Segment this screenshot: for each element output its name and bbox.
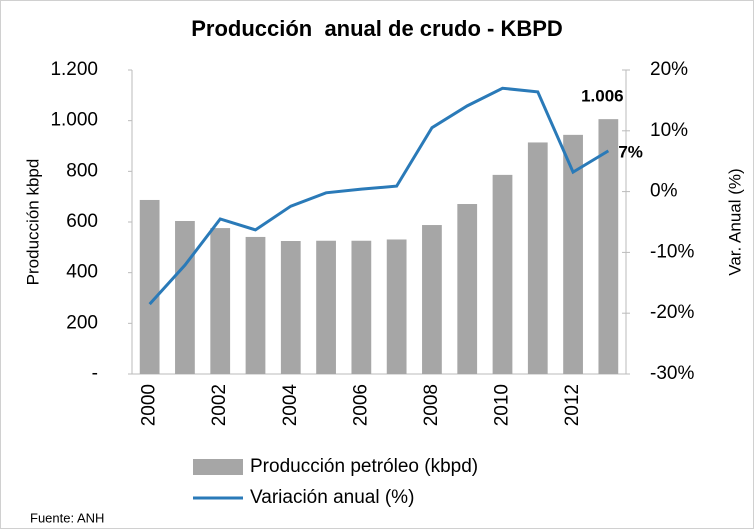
legend-swatch: [193, 459, 243, 475]
y-tick-label: 1.200: [50, 59, 98, 80]
x-tick-label: 2002: [209, 384, 230, 426]
chart-title: Producción anual de crudo - KBPD: [191, 16, 563, 41]
bar: [527, 142, 548, 374]
y-tick-label: 1.000: [50, 110, 98, 131]
y-tick-label: 600: [66, 211, 98, 232]
bar: [563, 134, 583, 374]
y-axis-title: Producción kbpd: [23, 159, 42, 286]
bar: [351, 240, 372, 374]
line: [148, 86, 610, 306]
y-tick-label: 800: [66, 160, 98, 181]
x-tick-label: 2000: [139, 384, 160, 426]
bar: [210, 228, 231, 374]
x-tick-label: 2006: [350, 384, 371, 426]
data-label: 7%: [618, 142, 643, 161]
y2-axis-title: Var. Anual (%): [725, 168, 744, 275]
x-tick-label: 2012: [562, 384, 583, 426]
y-tick-label: -: [92, 363, 98, 384]
y2-tick-label: -10%: [650, 241, 694, 262]
data-label: 1.006: [581, 87, 624, 106]
bar: [280, 241, 301, 374]
bar: [386, 239, 407, 374]
bar: [139, 199, 160, 374]
y-tick-label: 200: [66, 312, 98, 333]
bar: [457, 204, 478, 374]
x-tick-label: 2004: [280, 384, 301, 427]
x-tick-label: 2008: [421, 384, 442, 426]
bar: [175, 220, 195, 374]
y2-tick-label: 10%: [650, 120, 688, 141]
y2-tick-label: 0%: [650, 181, 678, 202]
y2-tick-label: -30%: [650, 363, 694, 384]
x-tick-label: 2010: [492, 384, 513, 426]
bar: [598, 119, 619, 374]
bar: [316, 240, 336, 374]
bar: [245, 236, 266, 374]
y2-tick-label: 20%: [650, 59, 688, 80]
bar: [422, 225, 442, 374]
legend-label: Variación anual (%): [250, 487, 414, 508]
y2-tick-label: -20%: [650, 302, 694, 323]
bar: [492, 174, 513, 374]
y-tick-label: 400: [66, 262, 98, 283]
legend-label: Producción petróleo (kbpd): [250, 456, 478, 477]
source: Fuente: ANH: [30, 510, 104, 525]
